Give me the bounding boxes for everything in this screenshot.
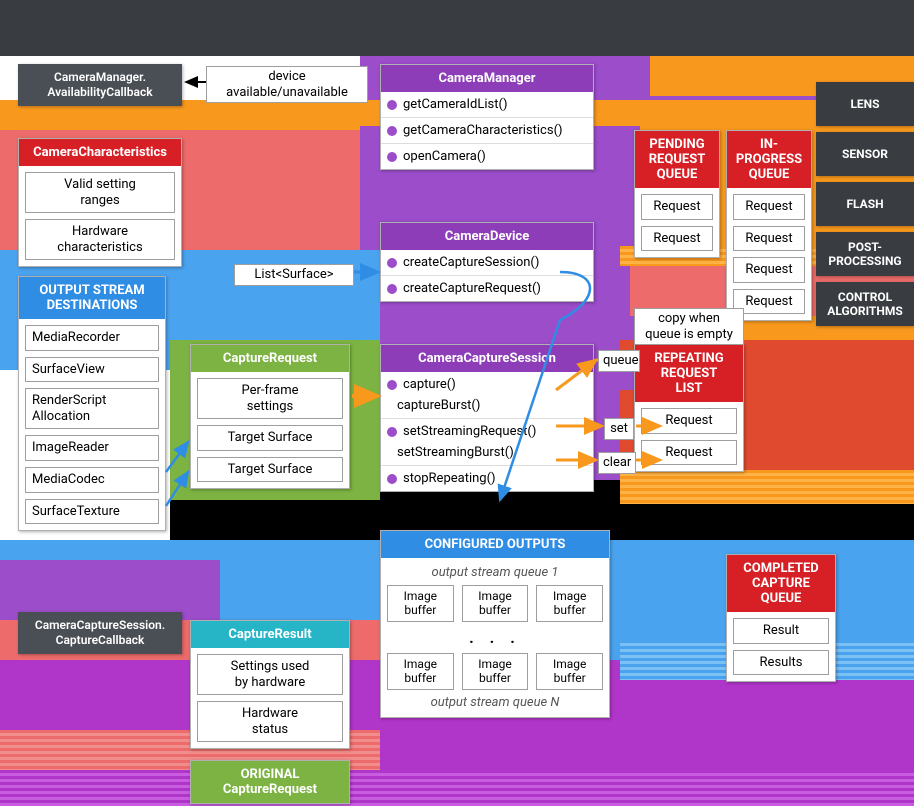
inprogress-queue-item-1: Request	[733, 226, 805, 252]
image-buffer: Imagebuffer	[387, 653, 454, 690]
configured-outputs-ellipsis: . . .	[387, 626, 603, 649]
label-list-surface: List<Surface>	[234, 264, 354, 286]
camera-session: CameraCaptureSessioncapture()captureBurs…	[380, 344, 594, 492]
camera-session-method-captureburst-: captureBurst()	[393, 395, 593, 416]
hw-sensor: SENSOR	[816, 132, 914, 176]
camera-session-method-setstreamingburst-: setStreamingBurst()	[393, 442, 593, 463]
camera-manager: CameraManagergetCameraIdList() getCameraC…	[380, 64, 594, 170]
camera-characteristics-item-1: Hardwarecharacteristics	[25, 219, 175, 260]
capture-result: CaptureResult Settings usedby hardware Har…	[190, 620, 350, 749]
configured-outputs-row-n: ImagebufferImagebufferImagebuffer	[387, 653, 603, 690]
label-set: set	[604, 418, 634, 440]
camera-session-method-setstreamingrequest-: setStreamingRequest()	[393, 421, 593, 442]
capture-request: CaptureRequest Per-framesettings Target Su…	[190, 344, 350, 489]
original-capture-request-title: ORIGINALCaptureRequest	[191, 761, 349, 803]
capture-result-item-1: Hardwarestatus	[197, 701, 343, 742]
camera-session-title: CameraCaptureSession	[381, 345, 593, 372]
image-buffer: Imagebuffer	[462, 585, 529, 622]
capture-result-title: CaptureResult	[191, 621, 349, 648]
configured-outputs-row-1: ImagebufferImagebufferImagebuffer	[387, 585, 603, 622]
hw-control-algorithms: CONTROLALGORITHMS	[816, 282, 914, 326]
camera-session-method-capture-: capture()	[393, 374, 593, 395]
label-copy-empty: copy whenqueue is empty	[634, 308, 744, 345]
output-streams-title: OUTPUT STREAMDESTINATIONS	[19, 277, 165, 319]
camera-session-method-stoprepeating-: stopRepeating()	[393, 468, 593, 489]
original-capture-request: ORIGINALCaptureRequest	[190, 760, 350, 804]
camera-device-title: CameraDevice	[381, 223, 593, 250]
output-streams-item-4: MediaCodec	[25, 467, 159, 493]
pending-queue-item-0: Request	[641, 194, 713, 220]
image-buffer: Imagebuffer	[536, 653, 603, 690]
configured-outputs: CONFIGURED OUTPUTS output stream queue 1 I…	[380, 530, 610, 718]
output-streams-item-1: SurfaceView	[25, 357, 159, 383]
completed-queue-item-1: Results	[733, 650, 829, 676]
camera-manager-title: CameraManager	[381, 65, 593, 92]
completed-queue: COMPLETEDCAPTUREQUEUE Result Results	[726, 554, 836, 682]
camera-device-method-createcapturesession-: createCaptureSession()	[393, 252, 593, 273]
camera-manager-method-getcameraidlist-: getCameraIdList()	[393, 94, 593, 115]
camera-device-method-createcapturerequest-: createCaptureRequest()	[393, 278, 593, 299]
completed-queue-title: COMPLETEDCAPTUREQUEUE	[727, 555, 835, 612]
configured-outputs-label-1: output stream queue 1	[387, 564, 603, 581]
capture-request-title: CaptureRequest	[191, 345, 349, 372]
capture-result-item-0: Settings usedby hardware	[197, 654, 343, 695]
output-streams: OUTPUT STREAMDESTINATIONS MediaRecorder Su…	[18, 276, 166, 531]
capture-callback: CameraCaptureSession.CaptureCallback	[18, 612, 182, 654]
pending-queue-title: PENDINGREQUESTQUEUE	[635, 131, 719, 188]
repeating-list: REPEATINGREQUESTLIST Request Request	[634, 344, 744, 472]
label-queue: queue	[598, 350, 640, 372]
output-streams-item-5: SurfaceTexture	[25, 499, 159, 525]
repeating-list-item-0: Request	[641, 408, 737, 434]
label-device-available: deviceavailable/unavailable	[206, 66, 368, 103]
hw-lens: LENS	[816, 82, 914, 126]
hw-post-processing: POST-PROCESSING	[816, 232, 914, 276]
output-streams-item-3: ImageReader	[25, 435, 159, 461]
camera-characteristics-title: CameraCharacteristics	[19, 139, 181, 166]
inprogress-queue-title: IN-PROGRESSQUEUE	[727, 131, 811, 188]
camera-device: CameraDevicecreateCaptureSession() create…	[380, 222, 594, 302]
repeating-list-item-1: Request	[641, 440, 737, 466]
label-clear: clear	[598, 452, 636, 474]
image-buffer: Imagebuffer	[387, 585, 454, 622]
capture-request-item-1: Target Surface	[197, 425, 343, 451]
output-streams-item-2: RenderScriptAllocation	[25, 388, 159, 429]
camera-manager-method-opencamera-: openCamera()	[393, 146, 593, 167]
camera-manager-method-getcameracharacteristics-: getCameraCharacteristics()	[393, 120, 593, 141]
inprogress-queue-item-0: Request	[733, 194, 805, 220]
capture-request-item-2: Target Surface	[197, 457, 343, 483]
configured-outputs-label-n: output stream queue N	[387, 694, 603, 711]
camera-characteristics-item-0: Valid settingranges	[25, 172, 175, 213]
inprogress-queue: IN-PROGRESSQUEUERequestRequestRequestReq…	[726, 130, 812, 321]
image-buffer: Imagebuffer	[462, 653, 529, 690]
repeating-list-title: REPEATINGREQUESTLIST	[635, 345, 743, 402]
image-buffer: Imagebuffer	[536, 585, 603, 622]
hw-flash: FLASH	[816, 182, 914, 226]
completed-queue-item-0: Result	[733, 618, 829, 644]
pending-queue-item-1: Request	[641, 226, 713, 252]
camera-characteristics: CameraCharacteristics Valid settingranges…	[18, 138, 182, 267]
inprogress-queue-item-2: Request	[733, 257, 805, 283]
configured-outputs-title: CONFIGURED OUTPUTS	[381, 531, 609, 558]
output-streams-item-0: MediaRecorder	[25, 325, 159, 351]
pending-queue: PENDINGREQUESTQUEUE Request Request	[634, 130, 720, 258]
availability-callback: CameraManager.AvailabilityCallback	[18, 64, 182, 106]
capture-request-item-0: Per-framesettings	[197, 378, 343, 419]
